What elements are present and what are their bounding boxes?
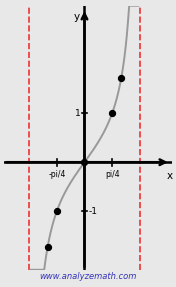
Text: x: x	[167, 171, 173, 181]
Point	[120, 75, 123, 80]
Point	[83, 160, 86, 164]
Point	[111, 111, 114, 116]
Point	[46, 245, 49, 249]
Text: -1: -1	[89, 207, 98, 216]
Text: -pi/4: -pi/4	[48, 170, 65, 179]
Text: pi/4: pi/4	[105, 170, 120, 179]
Text: www.analyzemath.com: www.analyzemath.com	[39, 272, 137, 281]
Point	[55, 209, 58, 214]
Text: y: y	[74, 11, 80, 22]
Text: 1: 1	[74, 109, 80, 118]
